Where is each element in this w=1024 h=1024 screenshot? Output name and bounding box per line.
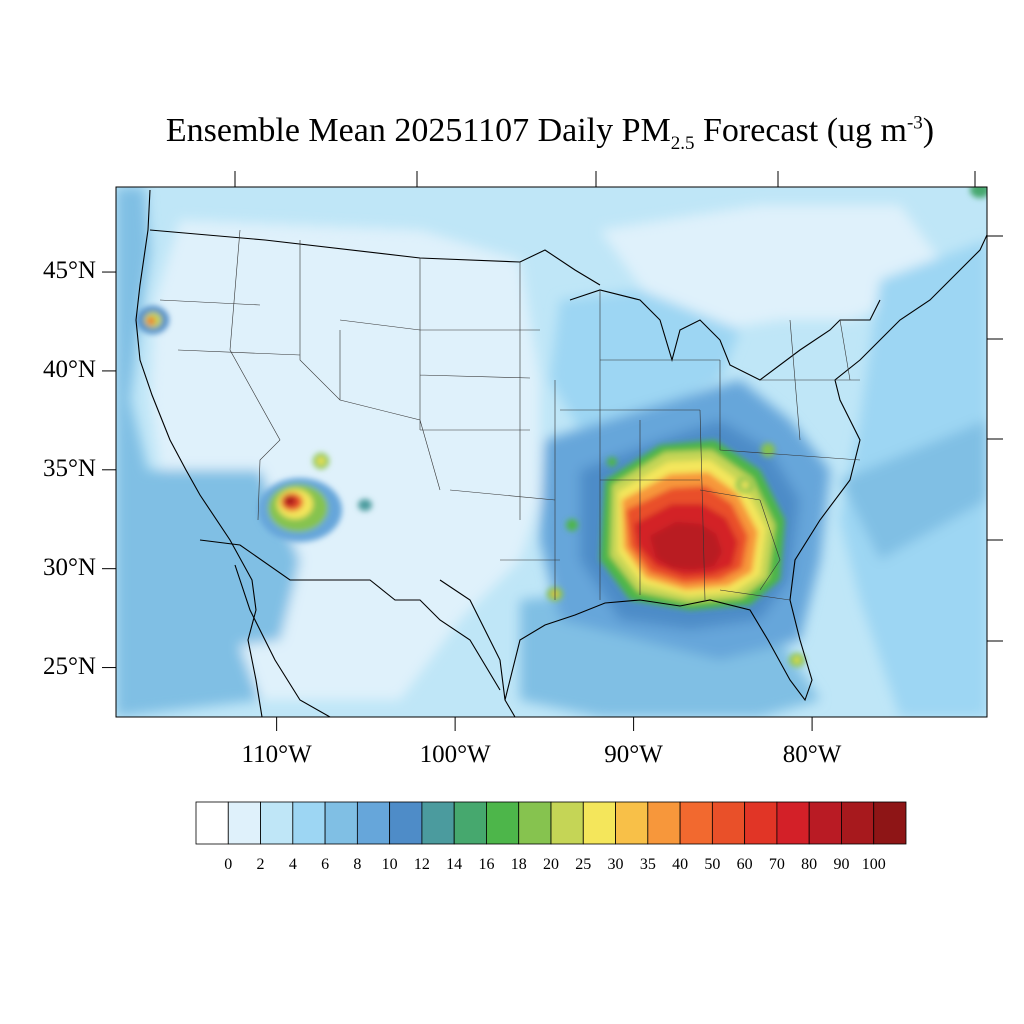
colorbar-level-label: 70 [768, 856, 785, 873]
lon-label: 100°W [419, 741, 491, 768]
lat-label: 35°N [42, 454, 96, 482]
colorbar-level-label: 50 [704, 856, 721, 873]
colorbar-box [195, 801, 229, 845]
spot-fl-core [794, 657, 800, 663]
plume-oregon [137, 306, 169, 334]
colorbar-level-label: 90 [833, 856, 850, 873]
frame-ticks [234, 171, 1003, 642]
lat-label: 30°N [42, 553, 96, 581]
colorbar-level-label: 35 [639, 856, 656, 873]
colorbar-box [808, 801, 842, 845]
spot-nm-east [358, 499, 372, 511]
colorbar-box [841, 801, 875, 845]
border-east [560, 290, 861, 601]
lon-label: 90°W [604, 741, 663, 768]
colorbar-level-label: 12 [413, 856, 430, 873]
spot-ga-core [741, 481, 749, 489]
colorbar-box [873, 801, 907, 845]
colorbar-level-label: 8 [353, 856, 362, 873]
title-middle: Forecast (ug m [694, 112, 907, 149]
colorbar-box [356, 801, 391, 845]
colorbar-level-label: 10 [381, 856, 398, 873]
colorbar-level-label: 4 [288, 856, 297, 873]
plume-small-spots [313, 187, 987, 667]
border-mexico [199, 539, 501, 691]
colorbar-box [389, 801, 423, 845]
colorbar-box [227, 801, 261, 845]
colorbar-level-label: 25 [575, 856, 592, 873]
map-frame [115, 186, 988, 718]
lat-tick-marks [102, 271, 116, 669]
lon-label: 80°W [782, 741, 842, 768]
lat-label: 45°N [42, 257, 96, 285]
border-west-rockies [159, 229, 560, 600]
lat-label: 25°N [42, 652, 96, 680]
colorbar-box [550, 801, 584, 845]
colorbar-box [292, 801, 326, 845]
plume-southeast [600, 440, 785, 610]
chart-title: Ensemble Mean 20251107 Daily PM2.5 Forec… [0, 112, 1024, 155]
spot-nm-north-core [317, 457, 325, 465]
colorbar-level-label: 100 [861, 856, 886, 873]
colorbar-box [486, 801, 520, 845]
colorbar-box [453, 801, 487, 845]
field-atlantic-band [840, 420, 987, 560]
colorbar-level-label: 60 [736, 856, 753, 873]
colorbar [195, 801, 907, 845]
lat-label: 40°N [42, 355, 96, 383]
field-low-northeast [600, 205, 940, 330]
colorbar-box [776, 801, 810, 845]
colorbar-box [518, 801, 552, 845]
colorbar-box [260, 801, 294, 845]
colorbar-box [711, 801, 746, 845]
colorbar-level-label: 14 [446, 856, 463, 873]
plume-or-50 [147, 317, 155, 325]
colorbar-level-label: 2 [256, 856, 265, 873]
title-superscript: -3 [906, 112, 923, 134]
colorbar-box [324, 801, 358, 845]
spot-nh [970, 187, 987, 198]
coastline-pacific [135, 189, 263, 717]
colorbar-level-label: 0 [224, 856, 233, 873]
colorbar-level-label: 80 [801, 856, 818, 873]
spot-ar [566, 519, 578, 531]
plume-az-90 [284, 496, 296, 506]
colorbar-level-label: 6 [321, 856, 330, 873]
colorbar-box [582, 801, 616, 845]
title-suffix: ) [922, 112, 935, 149]
colorbar-box [615, 801, 649, 845]
coastline-great-lakes [569, 289, 881, 381]
spot-tn [761, 443, 775, 457]
plume-arizona [258, 478, 342, 542]
colorbar-level-label: 16 [478, 856, 495, 873]
colorbar-box [647, 801, 681, 845]
lon-label: 110°W [241, 741, 312, 768]
map-panel [116, 187, 987, 717]
coastline-gulf [439, 234, 987, 717]
colorbar-level-label: 40 [672, 856, 689, 873]
colorbar-box [421, 801, 455, 845]
colorbar-level-label: 20 [543, 856, 559, 873]
spot-mo [607, 457, 617, 467]
colorbar-box [744, 801, 778, 845]
title-prefix: Ensemble Mean 20251107 Daily PM [165, 112, 671, 149]
colorbar-level-label: 30 [607, 856, 624, 873]
title-subscript: 2.5 [670, 132, 695, 154]
state-borders [159, 229, 861, 601]
lon-tick-marks [276, 717, 813, 731]
colorbar-level-label: 18 [510, 856, 527, 873]
colorbar-box [679, 801, 713, 845]
coastline-baja [234, 564, 331, 717]
